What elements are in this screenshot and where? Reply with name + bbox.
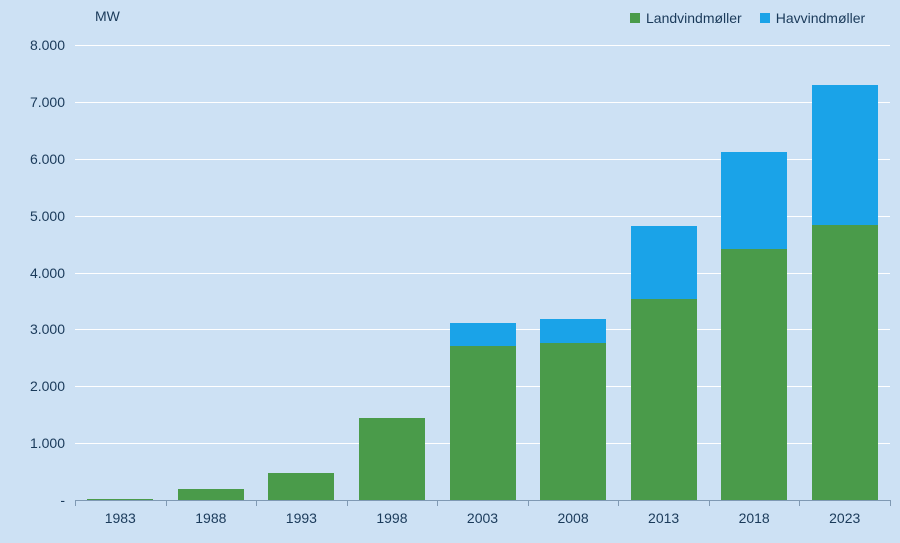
y-tick-label: 3.000 (30, 321, 65, 337)
bar-segment-land (540, 343, 606, 500)
y-tick-label: 7.000 (30, 94, 65, 110)
bar-segment-land (812, 225, 878, 500)
y-axis-unit-label: MW (95, 8, 120, 24)
bar-segment-hav (540, 319, 606, 343)
bar-segment-land (178, 489, 244, 500)
bar-group (631, 45, 697, 500)
bar-segment-hav (721, 152, 787, 249)
x-tick-label: 2018 (724, 510, 784, 526)
legend-item: Havvindmøller (760, 10, 865, 26)
x-tick-label: 2003 (453, 510, 513, 526)
x-tick (890, 500, 891, 506)
legend-swatch (760, 13, 770, 23)
x-tick-label: 1998 (362, 510, 422, 526)
y-tick-label: 8.000 (30, 37, 65, 53)
bar-group (359, 45, 425, 500)
bar-group (87, 45, 153, 500)
bar-segment-land (268, 473, 334, 500)
bar-group (721, 45, 787, 500)
legend-swatch (630, 13, 640, 23)
y-tick-label: - (60, 492, 65, 508)
x-tick-label: 1993 (271, 510, 331, 526)
bar-segment-hav (450, 323, 516, 347)
x-tick-label: 1983 (90, 510, 150, 526)
y-tick-label: 2.000 (30, 378, 65, 394)
legend-label: Havvindmøller (776, 10, 865, 26)
legend-item: Landvindmøller (630, 10, 742, 26)
x-tick-label: 2008 (543, 510, 603, 526)
bar-segment-land (450, 346, 516, 500)
y-tick-label: 4.000 (30, 265, 65, 281)
bar-group (540, 45, 606, 500)
bar-group (812, 45, 878, 500)
y-tick-label: 5.000 (30, 208, 65, 224)
x-tick-label: 1988 (181, 510, 241, 526)
legend-label: Landvindmøller (646, 10, 742, 26)
y-tick-label: 1.000 (30, 435, 65, 451)
bar-group (450, 45, 516, 500)
bar-segment-land (721, 249, 787, 500)
bar-group (268, 45, 334, 500)
bar-group (178, 45, 244, 500)
legend: Landvindmøller Havvindmøller (630, 10, 865, 26)
x-axis-line (75, 500, 890, 501)
y-tick-label: 6.000 (30, 151, 65, 167)
bar-segment-land (359, 418, 425, 500)
x-tick-label: 2023 (815, 510, 875, 526)
bar-segment-land (631, 299, 697, 500)
bar-segment-hav (631, 226, 697, 299)
bar-segment-hav (812, 85, 878, 225)
wind-capacity-chart: - 1.000 2.000 3.000 4.000 5.000 6.000 7.000 8.00… (0, 0, 900, 543)
x-tick-label: 2013 (634, 510, 694, 526)
